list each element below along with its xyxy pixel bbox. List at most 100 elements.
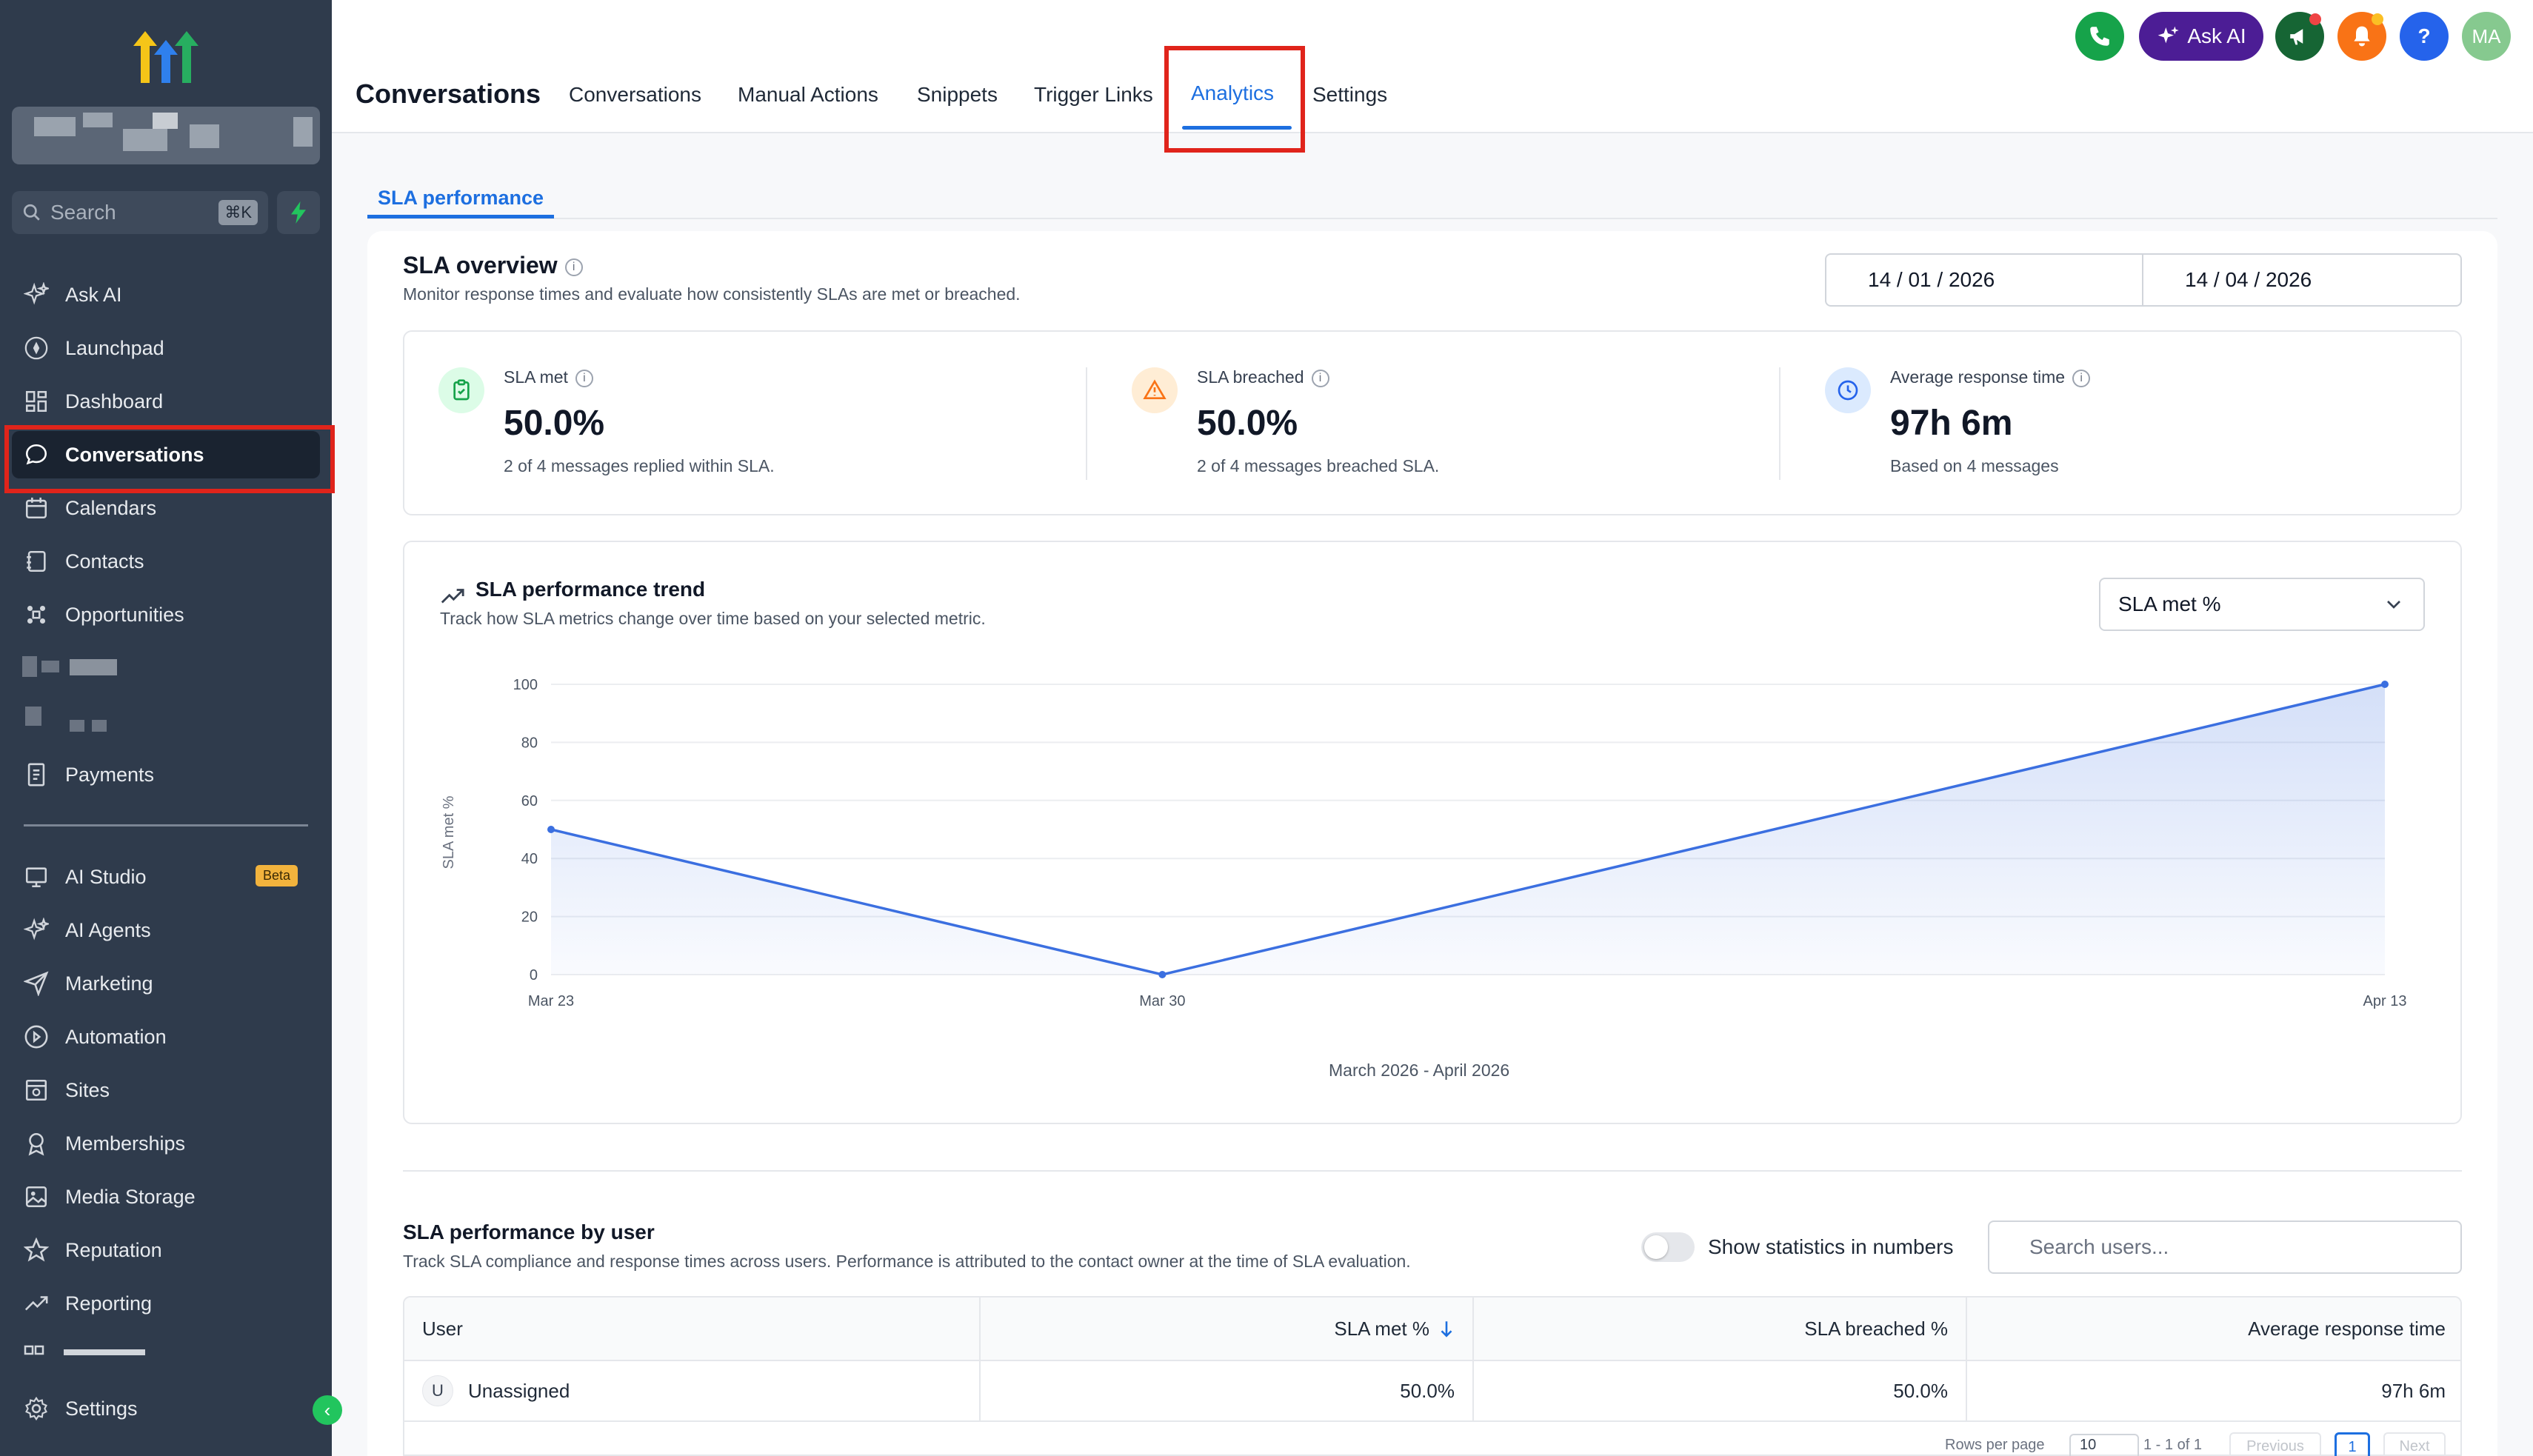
- sparkle-icon: [22, 281, 50, 309]
- stat-sla-breached: SLA breached i 50.0% 2 of 4 messages brea…: [1132, 332, 1724, 517]
- info-icon[interactable]: i: [575, 369, 593, 387]
- column-header-label: SLA met %: [1334, 1317, 1429, 1340]
- notifications-button[interactable]: [2337, 12, 2386, 61]
- sidebar-item-memberships[interactable]: Memberships: [12, 1120, 320, 1167]
- announcements-button[interactable]: [2275, 12, 2324, 61]
- next-page-button[interactable]: Next: [2383, 1432, 2446, 1456]
- column-header-user[interactable]: User: [404, 1298, 981, 1361]
- sidebar-item-label: Ask AI: [65, 283, 122, 306]
- ask-ai-label: Ask AI: [2187, 24, 2246, 47]
- info-icon[interactable]: i: [2072, 369, 2091, 387]
- sidebar-item-reputation[interactable]: Reputation: [12, 1226, 320, 1274]
- y-tick-label: 40: [521, 851, 538, 867]
- search-users-input[interactable]: Search users...: [1988, 1220, 2462, 1274]
- user-avatar: U: [422, 1375, 453, 1406]
- sidebar-item-dashboard[interactable]: Dashboard: [12, 378, 320, 425]
- chat-icon: [22, 441, 50, 469]
- by-user-subtitle: Track SLA compliance and response times …: [403, 1252, 1411, 1271]
- data-point[interactable]: [547, 826, 555, 833]
- collapse-sidebar-button[interactable]: ‹: [313, 1395, 342, 1425]
- redacted-item: [41, 661, 59, 672]
- rows-per-page-label: Rows per page: [1945, 1437, 2045, 1453]
- sidebar-item-automation[interactable]: Automation: [12, 1013, 320, 1061]
- chart-x-ticks: Mar 23 Mar 30 Apr 13: [528, 993, 2407, 1009]
- column-header-avg-response[interactable]: Average response time: [1967, 1298, 2460, 1361]
- tab-sla-performance[interactable]: SLA performance: [378, 187, 544, 209]
- notification-dot: [2309, 13, 2321, 25]
- x-tick-label: Mar 30: [1139, 993, 1185, 1009]
- stat-divider: [1086, 367, 1087, 480]
- column-header-sla-breached[interactable]: SLA breached %: [1474, 1298, 1967, 1361]
- contacts-icon: [22, 547, 50, 575]
- metric-select-value: SLA met %: [2118, 592, 2221, 615]
- tab-settings[interactable]: Settings: [1312, 83, 1388, 106]
- data-point[interactable]: [1158, 971, 1167, 978]
- subtab-rule: [367, 218, 2497, 219]
- avatar[interactable]: MA: [2462, 12, 2511, 61]
- sidebar-item-ai-agents[interactable]: AI Agents: [12, 906, 320, 954]
- info-icon[interactable]: i: [564, 258, 583, 276]
- data-point[interactable]: [2381, 681, 2389, 688]
- tab-analytics[interactable]: Analytics: [1191, 81, 1275, 104]
- send-icon: [22, 969, 50, 998]
- trend-title: SLA performance trend: [475, 578, 706, 601]
- megaphone-icon: [2290, 29, 2303, 45]
- chart-y-ticks: 0 20 40 60 80 100: [513, 677, 538, 984]
- help-button[interactable]: ?: [2400, 12, 2449, 61]
- table-cell-sla-breached: 50.0%: [1474, 1361, 1967, 1422]
- sidebar-item-label: Dashboard: [65, 390, 164, 413]
- tab-snippets[interactable]: Snippets: [917, 83, 998, 106]
- stat-description: 2 of 4 messages replied within SLA.: [504, 456, 775, 475]
- sidebar-item-reporting[interactable]: Reporting: [12, 1280, 320, 1327]
- sidebar-item-ai-studio[interactable]: AI Studio Beta: [12, 853, 320, 901]
- stat-value: 50.0%: [504, 404, 605, 443]
- app-logo[interactable]: [127, 21, 204, 86]
- sidebar-item-sites[interactable]: Sites: [12, 1066, 320, 1114]
- sidebar-item-launchpad[interactable]: Launchpad: [12, 324, 320, 372]
- chart-y-axis-label: SLA met %: [441, 795, 457, 869]
- stat-label-text: SLA breached: [1197, 367, 1304, 387]
- tab-conversations[interactable]: Conversations: [569, 83, 701, 106]
- account-switcher[interactable]: [12, 107, 320, 164]
- stat-description: 2 of 4 messages breached SLA.: [1197, 456, 1440, 475]
- opportunities-icon: [22, 601, 50, 629]
- x-tick-label: Mar 23: [528, 993, 574, 1009]
- sidebar-item-marketing[interactable]: Marketing: [12, 960, 320, 1007]
- automation-icon: [22, 1023, 50, 1051]
- highlight-conversations: [4, 425, 335, 493]
- sidebar-search[interactable]: Search ⌘K: [12, 191, 268, 234]
- date-to-input[interactable]: 14 / 04 / 2026: [2142, 253, 2462, 307]
- stat-value: 97h 6m: [1890, 404, 2013, 443]
- column-header-sla-met[interactable]: SLA met %: [981, 1298, 1474, 1361]
- sidebar-item-payments[interactable]: Payments: [12, 751, 320, 798]
- table-cell-avg-response: 97h 6m: [1967, 1361, 2460, 1422]
- sidebar-item-cutoff: [22, 1343, 156, 1355]
- page-1-button[interactable]: 1: [2335, 1432, 2370, 1456]
- sidebar-item-label: Contacts: [65, 550, 144, 572]
- metric-select[interactable]: SLA met %: [2099, 578, 2425, 631]
- section-divider: [403, 1170, 2462, 1172]
- previous-page-button[interactable]: Previous: [2229, 1432, 2321, 1456]
- statistics-toggle[interactable]: [1641, 1232, 1695, 1262]
- sidebar-item-calendars[interactable]: Calendars: [12, 484, 320, 532]
- phone-button[interactable]: [2075, 12, 2124, 61]
- sidebar-item-contacts[interactable]: Contacts: [12, 538, 320, 585]
- tab-trigger-links[interactable]: Trigger Links: [1034, 83, 1153, 106]
- sidebar-item-ask-ai[interactable]: Ask AI: [12, 271, 320, 318]
- trend-icon: [22, 1289, 50, 1318]
- info-icon[interactable]: i: [1311, 369, 1329, 387]
- top-header: Conversations Conversations Manual Actio…: [332, 0, 2533, 153]
- ask-ai-button[interactable]: Ask AI: [2139, 12, 2263, 61]
- sidebar-item-opportunities[interactable]: Opportunities: [12, 591, 320, 638]
- sidebar-item-settings[interactable]: Settings: [12, 1385, 320, 1432]
- sidebar-item-media-storage[interactable]: Media Storage: [12, 1173, 320, 1220]
- date-from-input[interactable]: 14 / 01 / 2026: [1825, 253, 2143, 307]
- rows-per-page-select[interactable]: 10: [2069, 1434, 2139, 1456]
- tab-manual-actions[interactable]: Manual Actions: [738, 83, 878, 106]
- bolt-icon: [291, 201, 306, 224]
- trend-icon: [441, 589, 464, 604]
- sidebar-item-conversations[interactable]: Conversations: [12, 431, 320, 478]
- quick-actions-button[interactable]: [277, 191, 320, 234]
- sparkle-icon: [22, 916, 50, 944]
- x-tick-label: Apr 13: [2363, 993, 2407, 1009]
